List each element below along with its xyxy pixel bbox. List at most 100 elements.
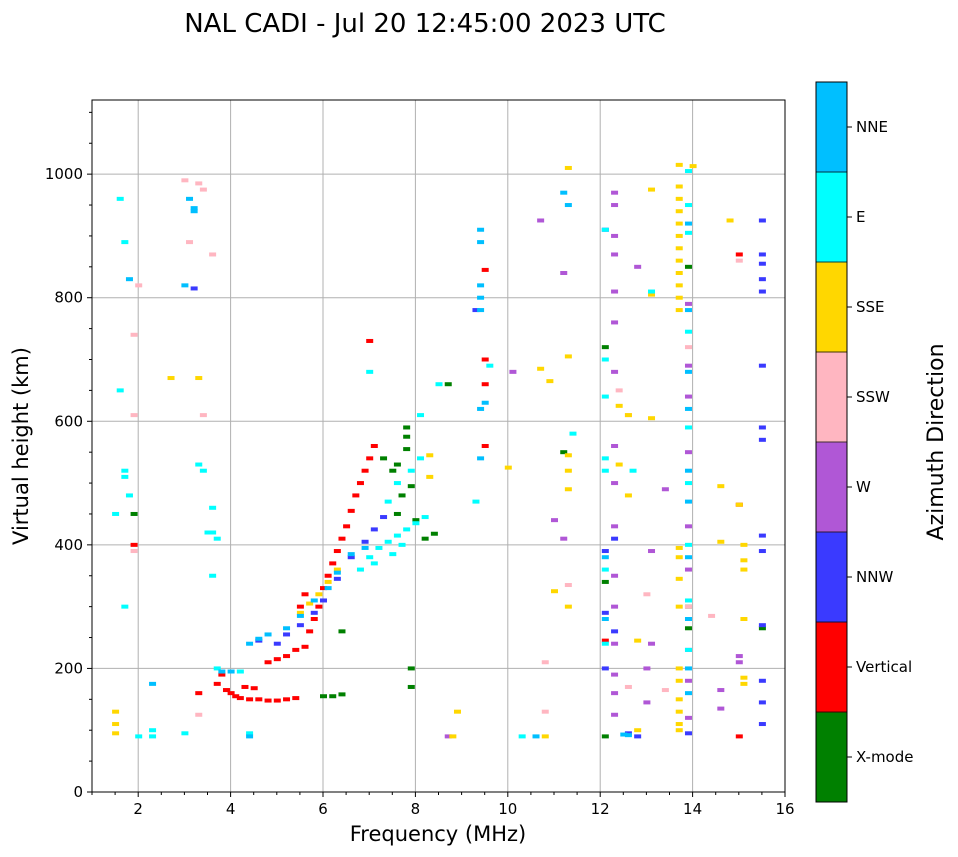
data-point bbox=[347, 555, 355, 560]
data-point bbox=[684, 598, 692, 603]
data-point bbox=[370, 444, 378, 448]
data-point bbox=[684, 369, 692, 374]
data-point bbox=[186, 240, 194, 245]
data-point bbox=[112, 731, 120, 736]
data-point bbox=[407, 468, 415, 473]
data-point bbox=[611, 190, 619, 195]
data-point bbox=[222, 688, 230, 693]
data-point bbox=[564, 468, 572, 473]
data-point bbox=[675, 221, 683, 226]
data-point bbox=[430, 531, 438, 536]
plot-background bbox=[92, 100, 785, 792]
data-point bbox=[306, 629, 314, 634]
data-point bbox=[181, 283, 189, 288]
data-point bbox=[343, 524, 351, 529]
y-tick-label: 200 bbox=[54, 659, 83, 677]
data-point bbox=[329, 561, 337, 566]
data-point bbox=[407, 484, 415, 489]
data-point bbox=[338, 692, 346, 697]
data-point bbox=[624, 733, 632, 738]
data-point bbox=[403, 527, 411, 532]
data-point bbox=[407, 684, 415, 689]
data-point bbox=[417, 413, 425, 418]
data-point bbox=[648, 292, 656, 297]
x-tick-label: 14 bbox=[683, 800, 702, 818]
data-point bbox=[393, 462, 401, 467]
data-point bbox=[477, 295, 485, 300]
data-point bbox=[125, 493, 133, 498]
data-point bbox=[758, 289, 766, 294]
data-point bbox=[384, 539, 392, 544]
data-point bbox=[675, 246, 683, 251]
data-point bbox=[675, 678, 683, 683]
data-point bbox=[758, 425, 766, 430]
colorbar-segment bbox=[816, 712, 847, 803]
data-point bbox=[449, 734, 457, 739]
series-ssw bbox=[130, 178, 743, 717]
data-point bbox=[116, 196, 124, 201]
data-point bbox=[735, 258, 743, 263]
data-point bbox=[296, 613, 304, 618]
colorbar: X-mode Vertical NNW W SSW SSE E NNE bbox=[815, 81, 913, 803]
data-point bbox=[684, 363, 692, 368]
data-point bbox=[560, 450, 568, 455]
colorbar-tick-label: NNE bbox=[856, 118, 888, 136]
data-point bbox=[264, 632, 272, 637]
x-tick-label: 8 bbox=[411, 800, 421, 818]
data-point bbox=[403, 434, 411, 439]
data-point bbox=[255, 636, 263, 641]
data-point bbox=[246, 641, 254, 646]
data-point bbox=[393, 511, 401, 516]
data-point bbox=[296, 610, 304, 615]
data-point bbox=[393, 481, 401, 486]
x-axis-ticks: 2 4 6 8 10 12 14 16 bbox=[91, 792, 795, 818]
data-point bbox=[273, 641, 281, 646]
data-point bbox=[560, 536, 568, 541]
data-point bbox=[310, 598, 318, 603]
data-point bbox=[758, 549, 766, 554]
data-point bbox=[518, 734, 526, 739]
data-point bbox=[601, 638, 609, 643]
data-point bbox=[601, 610, 609, 615]
data-point bbox=[624, 413, 632, 418]
data-point bbox=[320, 586, 327, 591]
data-point bbox=[684, 468, 692, 473]
x-tick-label: 2 bbox=[133, 800, 143, 818]
data-point bbox=[643, 592, 651, 597]
data-point bbox=[661, 688, 669, 693]
data-point bbox=[661, 487, 669, 492]
y-axis-label: Virtual height (km) bbox=[9, 347, 33, 545]
data-point bbox=[684, 626, 692, 631]
colorbar-segment bbox=[816, 82, 847, 173]
data-point bbox=[218, 672, 226, 677]
data-point bbox=[361, 539, 369, 544]
data-point bbox=[564, 583, 572, 588]
data-point bbox=[273, 657, 281, 662]
data-point bbox=[758, 363, 766, 368]
data-point bbox=[320, 598, 327, 603]
data-point bbox=[149, 728, 157, 733]
data-point bbox=[477, 283, 485, 288]
data-point bbox=[634, 638, 642, 643]
data-point bbox=[758, 261, 766, 266]
data-point bbox=[199, 413, 207, 418]
data-point bbox=[453, 709, 461, 714]
data-point bbox=[675, 545, 683, 550]
data-point bbox=[403, 425, 411, 430]
data-point bbox=[477, 406, 485, 411]
data-point bbox=[726, 218, 734, 223]
data-point bbox=[246, 731, 254, 736]
data-point bbox=[624, 493, 632, 498]
data-point bbox=[541, 660, 549, 665]
data-point bbox=[477, 308, 485, 313]
data-point bbox=[560, 190, 568, 195]
data-point bbox=[195, 181, 203, 186]
colorbar-segment bbox=[816, 262, 847, 353]
data-point bbox=[426, 453, 434, 458]
data-point bbox=[195, 462, 203, 467]
data-point bbox=[481, 400, 489, 405]
data-point bbox=[684, 715, 692, 720]
data-point bbox=[611, 536, 619, 541]
data-point bbox=[611, 629, 619, 634]
data-point bbox=[190, 206, 198, 211]
